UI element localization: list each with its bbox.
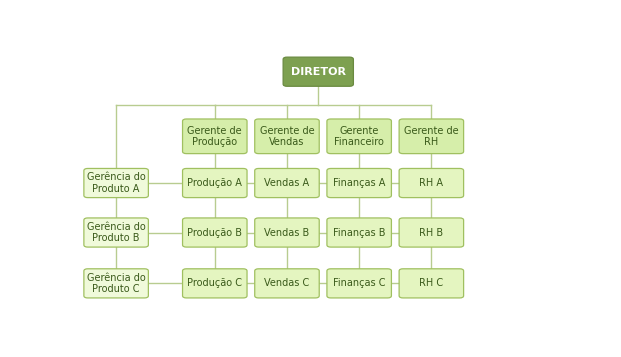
Text: Gerente de
Vendas: Gerente de Vendas [260,126,314,147]
FancyBboxPatch shape [399,218,464,247]
FancyBboxPatch shape [399,269,464,298]
Text: Produção A: Produção A [188,178,242,188]
Text: Vendas C: Vendas C [265,278,310,288]
Text: Produção B: Produção B [188,227,242,237]
FancyBboxPatch shape [327,119,391,154]
FancyBboxPatch shape [399,119,464,154]
Text: RH B: RH B [419,227,443,237]
FancyBboxPatch shape [84,218,148,247]
FancyBboxPatch shape [255,269,319,298]
Text: Gerente
Financeiro: Gerente Financeiro [334,126,384,147]
Text: Finanças B: Finanças B [333,227,386,237]
FancyBboxPatch shape [183,119,247,154]
FancyBboxPatch shape [84,169,148,198]
FancyBboxPatch shape [399,169,464,198]
FancyBboxPatch shape [255,169,319,198]
FancyBboxPatch shape [327,169,391,198]
Text: Finanças A: Finanças A [333,178,386,188]
FancyBboxPatch shape [327,218,391,247]
Text: RH C: RH C [419,278,443,288]
FancyBboxPatch shape [183,218,247,247]
Text: Produção C: Produção C [188,278,242,288]
FancyBboxPatch shape [283,57,353,86]
FancyBboxPatch shape [255,119,319,154]
Text: Vendas A: Vendas A [265,178,309,188]
Text: Gerente de
Produção: Gerente de Produção [188,126,242,147]
Text: Vendas B: Vendas B [265,227,310,237]
Text: Finanças C: Finanças C [333,278,386,288]
Text: RH A: RH A [419,178,443,188]
Text: DIRETOR: DIRETOR [291,67,346,77]
Text: Gerência do
Produto B: Gerência do Produto B [87,222,145,243]
Text: Gerência do
Produto A: Gerência do Produto A [87,172,145,194]
FancyBboxPatch shape [327,269,391,298]
Text: Gerência do
Produto C: Gerência do Produto C [87,272,145,294]
FancyBboxPatch shape [255,218,319,247]
FancyBboxPatch shape [183,169,247,198]
Text: Gerente de
RH: Gerente de RH [404,126,459,147]
FancyBboxPatch shape [183,269,247,298]
FancyBboxPatch shape [84,269,148,298]
